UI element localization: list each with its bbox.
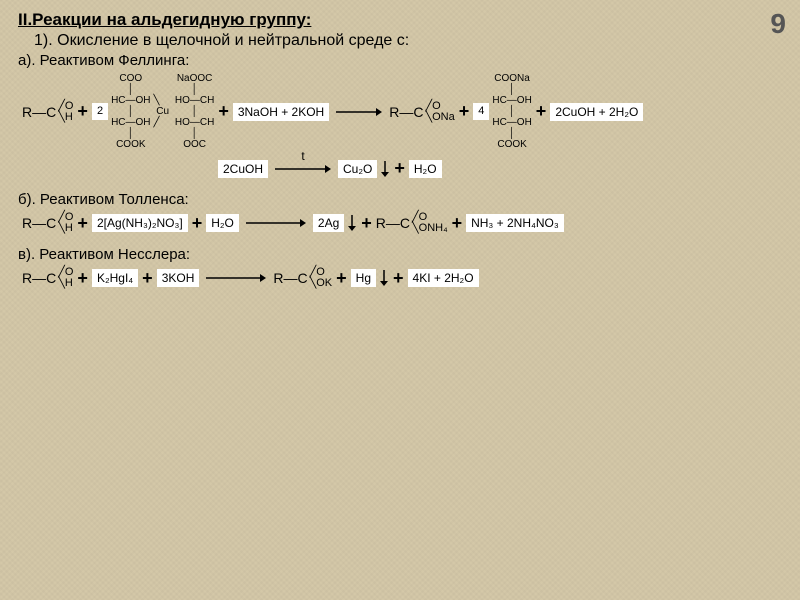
aldehyde-structure: R—C ╱O ╲H [22,267,73,289]
plus-icon: + [76,268,89,289]
arrow-label-t: t [275,149,331,163]
plus-icon: + [392,268,405,289]
acid-structure: R—C ╱O ╲OK [273,267,332,289]
down-arrow-icon [347,215,357,231]
thermal-cu2o: Cu₂O [338,160,377,178]
tollens-products: NH₃ + 2NH₄NO₃ [466,214,564,232]
tollens-reagent: 2[Ag(NH₃)₂NO₃] [92,214,188,232]
arrow-icon [246,217,306,229]
plus-icon: + [393,158,406,179]
plus-icon: + [76,213,89,234]
section-title: II.Реакции на альдегидную группу: [18,10,788,30]
nessler-koh: 3KOH [157,269,200,287]
ald-h: H [65,111,73,123]
tartrate-product: COONa │ HC—OH │ HC—OH │ COOK [492,73,531,150]
fehling-reagent: 3NaOH + 2KOH [233,103,329,121]
acid-structure: R—C ╱O ╲ONa [389,101,454,123]
aldehyde-r: R—C [22,104,56,120]
subtitle: 1). Окисление в щелочной и нейтральной с… [34,32,788,50]
tollens-ag: 2Ag [313,214,344,232]
fehling-thermal: 2CuOH t Cu₂O + H₂O [218,158,788,179]
plus-icon: + [217,101,230,122]
tartrate-complex-left: COO │ HC—OH │ HC—OH │ COOK [111,73,150,150]
plus-icon: + [451,213,464,234]
aldehyde-structure: R—C ╱O ╲H [22,212,73,234]
cu-center: ╲ Cu ╱ [154,95,172,128]
plus-icon: + [535,101,548,122]
fehling-product: 2CuOH + 2H₂O [550,103,643,121]
tollens-reaction: R—C ╱O ╲H + 2[Ag(NH₃)₂NO₃] + H₂O 2Ag + R… [22,212,788,234]
tollens-h2o: H₂O [206,214,239,232]
tollens-label: б). Реактивом Толленса: [18,191,788,208]
plus-icon: + [191,213,204,234]
arrow-icon [336,106,382,118]
fehling-label: а). Реактивом Феллинга: [18,52,788,69]
fehling-reaction: R—C ╱O ╲H + 2 COO │ HC—OH │ HC—OH │ COOK… [22,73,788,150]
page-number: 9 [770,8,786,40]
nessler-reaction: R—C ╱O ╲H + K₂HgI₄ + 3KOH R—C ╱O ╲OK + H… [22,267,788,289]
thermal-left: 2CuOH [218,160,268,178]
arrow-icon [206,272,266,284]
thermal-h2o: H₂O [409,160,442,178]
arrow-icon: t [275,163,331,175]
acid-structure: R—C ╱O ╲ONH₄ [376,212,448,234]
tartrate-complex-right: NaOOC │ HO—CH │ HO—CH │ OOC [175,73,214,150]
down-arrow-icon [380,161,390,177]
slide-content: II.Реакции на альдегидную группу: 1). Ок… [0,0,800,289]
plus-icon: + [360,213,373,234]
acid-ona: ONa [432,111,455,123]
nessler-reagent: K₂HgI₄ [92,269,138,287]
acid-r: R—C [389,104,423,120]
down-arrow-icon [379,270,389,286]
plus-icon: + [76,101,89,122]
nessler-label: в). Реактивом Несслера: [18,246,788,263]
coef: 4 [473,103,489,120]
plus-icon: + [141,268,154,289]
coef: 2 [92,103,108,120]
aldehyde-structure: R—C ╱O ╲H [22,101,73,123]
nessler-products: 4KI + 2H₂O [408,269,479,287]
nessler-hg: Hg [351,269,376,287]
plus-icon: + [335,268,348,289]
plus-icon: + [458,101,471,122]
